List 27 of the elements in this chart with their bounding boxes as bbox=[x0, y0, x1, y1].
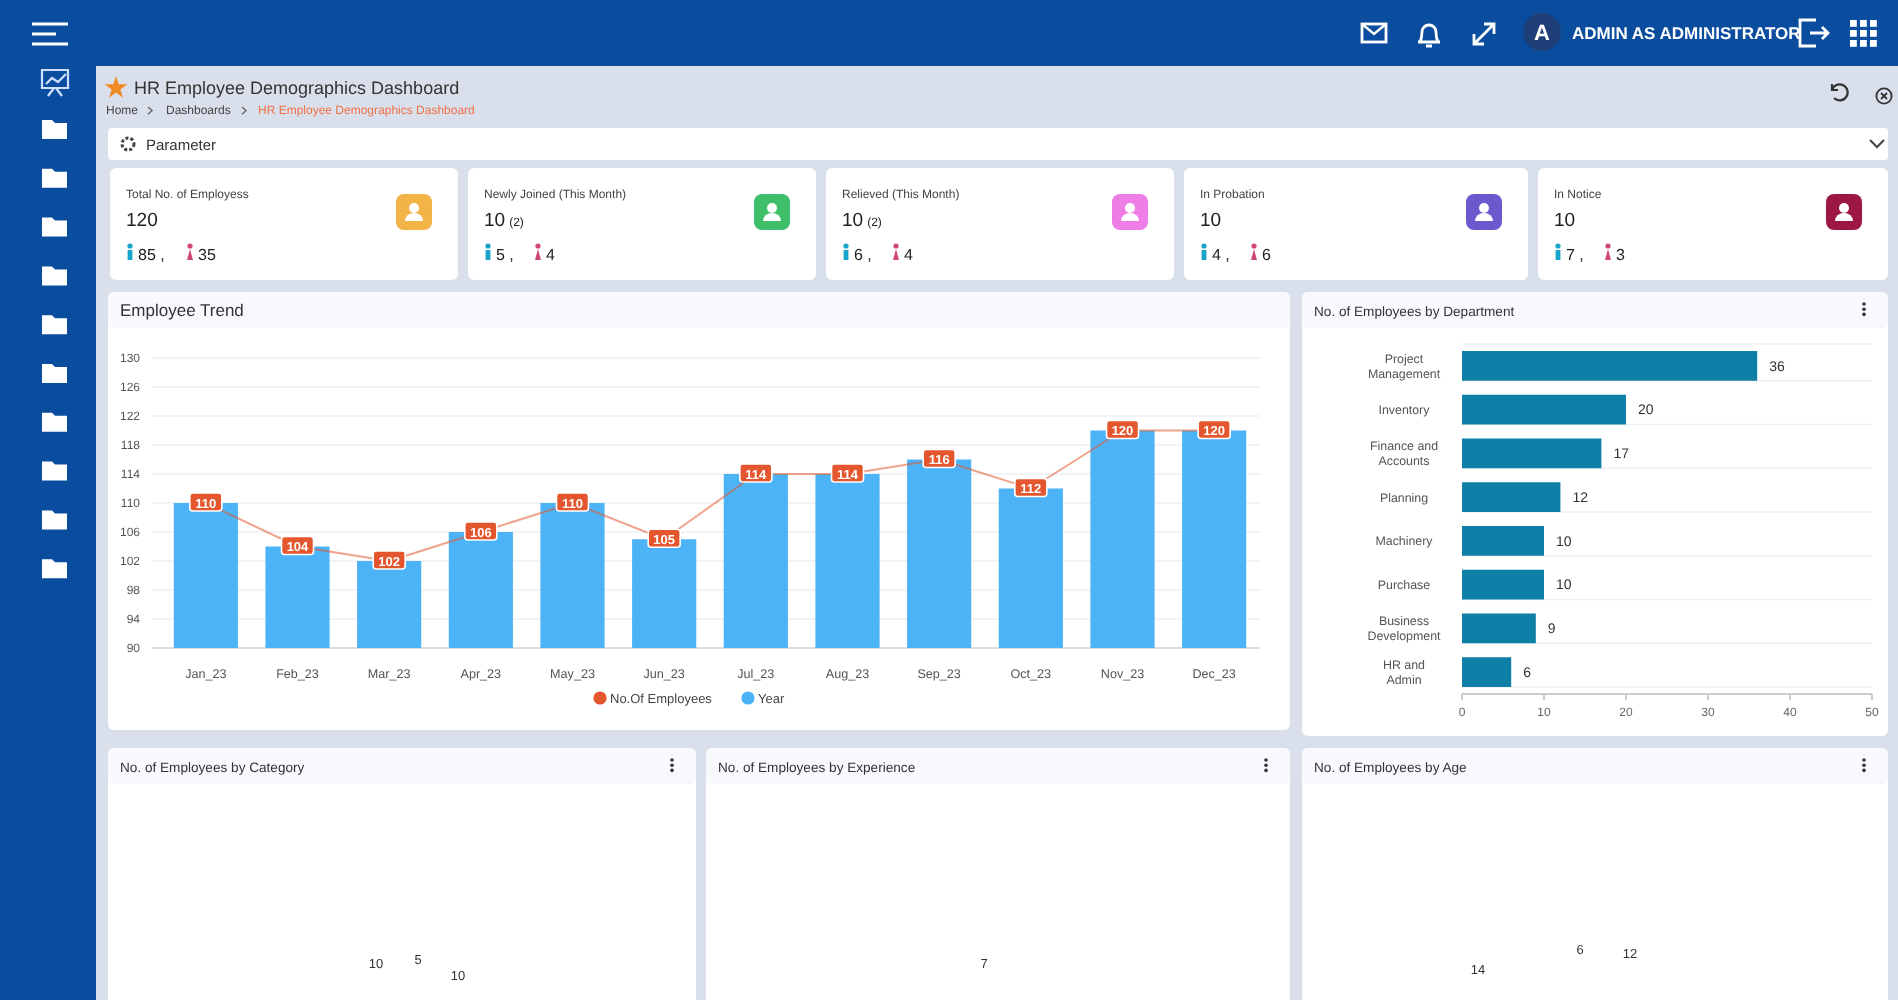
bar bbox=[1462, 569, 1544, 600]
text: 10 bbox=[1200, 210, 1222, 232]
text: 5 , bbox=[496, 246, 514, 264]
chart-title: Employee Trend bbox=[120, 300, 245, 320]
text: ADMIN AS ADMINISTRATOR bbox=[1572, 23, 1801, 43]
text: 35 bbox=[198, 246, 217, 264]
text: 85 , bbox=[138, 246, 165, 264]
bar bbox=[1462, 438, 1602, 469]
text: 10 bbox=[842, 210, 864, 232]
text: 6 , bbox=[854, 246, 872, 264]
bar bbox=[1462, 482, 1561, 512]
text: 4 , bbox=[1212, 246, 1230, 264]
bar bbox=[1462, 657, 1512, 687]
text: 10 bbox=[484, 210, 506, 232]
bar bbox=[1462, 613, 1536, 644]
text: 4 bbox=[904, 246, 914, 264]
text: 120 bbox=[126, 210, 158, 232]
bar bbox=[1462, 351, 1758, 381]
text: A bbox=[1534, 22, 1551, 46]
text: 4 bbox=[546, 246, 556, 264]
text: 10 bbox=[1554, 210, 1576, 232]
text: 3 bbox=[1616, 246, 1626, 264]
bar bbox=[1462, 394, 1626, 425]
bar bbox=[1462, 526, 1544, 556]
text: 6 bbox=[1262, 246, 1272, 264]
text: HR Employee Demographics Dashboard bbox=[134, 78, 460, 98]
text: 7 , bbox=[1566, 246, 1584, 264]
